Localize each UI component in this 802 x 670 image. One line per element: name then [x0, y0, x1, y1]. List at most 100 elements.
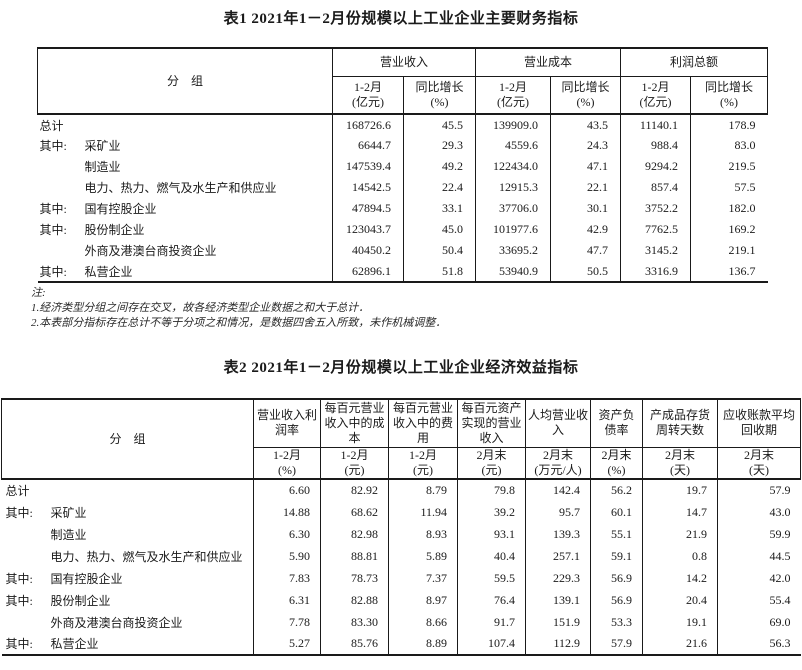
value-cell: 14.88 — [253, 501, 321, 523]
row-label: 其中: 采矿业 — [5, 505, 87, 520]
period-label: 2月末 — [601, 447, 632, 462]
table1-subheader: 1-2月 (亿元) — [620, 75, 692, 115]
table2-col-inventory-turnover: 产成品存货周转天数 — [642, 398, 718, 448]
table-row: 电力、热力、燃气及水生产和供应业 5.90 88.81 5.89 40.4 257.1 59… — [2, 545, 801, 567]
value-cell: 178.9 — [690, 114, 768, 135]
table2-subheader: 1-2月 (%) — [253, 446, 321, 480]
table2-subheader: 1-2月 (元) — [320, 446, 389, 480]
value-cell: 79.8 — [457, 479, 526, 501]
value-cell: 22.4 — [402, 177, 477, 198]
value-cell: 123043.7 — [332, 219, 404, 240]
value-cell: 7762.5 — [620, 219, 692, 240]
table2-col-debt-ratio: 资产负债率 — [590, 398, 643, 448]
value-cell: 8.79 — [388, 479, 458, 501]
table1-subheader: 同比增长 (%) — [690, 75, 769, 115]
unit-label: (元) — [481, 462, 502, 477]
value-cell: 78.73 — [320, 567, 389, 589]
value-cell: 59.1 — [590, 545, 643, 567]
value-cell: 50.4 — [402, 240, 477, 261]
value-cell: 0.8 — [642, 545, 718, 567]
table1-footnotes: 注: 1.经济类型分组之间存在交叉，故各经济类型企业数据之和大于总计． 2.本表… — [31, 286, 771, 331]
value-cell: 139.3 — [525, 523, 591, 545]
value-cell: 60.1 — [590, 501, 643, 523]
row-label: 电力、热力、燃气及水生产和供应业 — [50, 549, 243, 564]
period-label: 2月末 — [743, 447, 774, 462]
table2-subheader: 1-2月 (元) — [388, 446, 458, 480]
table2-col-receivables-period: 应收账款平均回收期 — [717, 398, 801, 448]
table-row: 其中: 股份制企业 6.31 82.88 8.97 76.4 139.1 56.9 20.4 55… — [2, 589, 801, 611]
table-row: 其中: 私营企业 62896.1 51.8 53940.9 50.5 3316.9 136.7 — [38, 261, 768, 282]
unit-label: (%) — [576, 94, 595, 109]
row-label: 其中: 国有控股企业 — [5, 571, 123, 586]
value-cell: 14.7 — [642, 501, 718, 523]
value-cell: 6.60 — [253, 479, 321, 501]
value-cell: 8.97 — [388, 589, 458, 611]
value-cell: 3145.2 — [620, 240, 692, 261]
table1-main-financial-indicators: 分 组 营业收入 营业成本 利润总额 1-2月 (亿元) 同比增长 (%) 1-2月… — [37, 47, 769, 283]
value-cell: 24.3 — [550, 135, 622, 156]
row-label: 其中: 国有控股企业 — [39, 202, 157, 216]
unit-label: (万元/人) — [534, 462, 582, 477]
value-cell: 5.90 — [253, 545, 321, 567]
value-cell: 43.0 — [717, 501, 801, 523]
value-cell: 168726.6 — [332, 114, 404, 135]
row-label: 总计 — [5, 484, 30, 498]
value-cell: 95.7 — [525, 501, 591, 523]
unit-label: (元) — [413, 462, 433, 477]
value-cell: 30.1 — [550, 198, 622, 219]
value-cell: 5.27 — [253, 633, 321, 655]
value-cell: 37706.0 — [475, 198, 552, 219]
value-cell: 14542.5 — [332, 177, 404, 198]
row-label: 其中: 私营企业 — [5, 637, 99, 651]
table1-sub-header-row: 1-2月 (亿元) 同比增长 (%) 1-2月 (亿元) 同比增长 (%) 1-2月 (亿… — [38, 75, 769, 115]
value-cell: 21.6 — [642, 633, 718, 655]
unit-label: (元) — [344, 462, 365, 477]
table-row: 其中: 国有控股企业 7.83 78.73 7.37 59.5 229.3 56.9 14.2 4… — [2, 567, 801, 589]
value-cell: 55.4 — [717, 589, 801, 611]
unit-label: (天) — [749, 462, 769, 477]
footnote-1: 1.经济类型分组之间存在交叉，故各经济类型企业数据之和大于总计． — [31, 302, 370, 314]
value-cell: 57.9 — [590, 633, 643, 655]
value-cell: 4559.6 — [475, 135, 552, 156]
value-cell: 57.9 — [717, 479, 801, 501]
value-cell: 857.4 — [620, 177, 692, 198]
table-row: 其中: 股份制企业 123043.7 45.0 101977.6 42.9 7762.5 16… — [38, 219, 768, 240]
table-row: 制造业 6.30 82.98 8.93 93.1 139.3 55.1 21.9 59.9 — [2, 523, 801, 545]
table2-subheader: 2月末 (元) — [457, 446, 526, 480]
row-label: 电力、热力、燃气及水生产和供应业 — [84, 181, 277, 195]
period-label: 同比增长 — [705, 79, 754, 94]
table-row: 总计 168726.6 45.5 139909.0 43.5 11140.1 178.9 — [38, 114, 768, 135]
footnote-2: 2.本表部分指标存在总计不等于分项之和情况，是数据四舍五入所致，未作机械调整． — [31, 317, 447, 329]
value-cell: 91.7 — [457, 611, 526, 633]
value-cell: 219.5 — [690, 156, 768, 177]
unit-label: (%) — [430, 94, 449, 109]
unit-label: (亿元) — [639, 94, 672, 109]
row-prefix: 其中: — [5, 593, 33, 608]
table2-sub-header-row: 1-2月 (%) 1-2月 (元) 1-2月 (元) 2月末 (元) 2月末 (万元/人)… — [2, 446, 801, 480]
table2-group-header-row: 分 组 营业收入利润率 每百元营业收入中的成本 每百元营业收入中的费用 每百元资… — [1, 398, 801, 480]
table1-subheader: 同比增长 (%) — [402, 75, 477, 115]
table1-body: 总计 168726.6 45.5 139909.0 43.5 11140.1 178.9 其中… — [38, 114, 768, 282]
value-cell: 12915.3 — [475, 177, 552, 198]
value-cell: 136.7 — [690, 261, 768, 282]
unit-label: (%) — [720, 94, 739, 109]
value-cell: 7.78 — [253, 611, 321, 633]
table2-body: 总计 6.60 82.92 8.79 79.8 142.4 56.2 19.7 57.9 其中: 采… — [2, 479, 801, 655]
row-prefix: 其中: — [39, 264, 67, 279]
value-cell: 182.0 — [690, 198, 768, 219]
value-cell: 3752.2 — [620, 198, 692, 219]
value-cell: 47.1 — [550, 156, 622, 177]
value-cell: 8.89 — [388, 633, 458, 655]
value-cell: 56.2 — [590, 479, 643, 501]
value-cell: 59.5 — [457, 567, 526, 589]
table1-subheader: 1-2月 (亿元) — [332, 75, 404, 115]
row-label: 制造业 — [50, 527, 87, 542]
value-cell: 42.0 — [717, 567, 801, 589]
table1-title: 表1 2021年1－2月份规模以上工业企业主要财务指标 — [223, 11, 579, 27]
value-cell: 22.1 — [550, 177, 622, 198]
period-label: 2月末 — [542, 447, 573, 462]
value-cell: 39.2 — [457, 501, 526, 523]
unit-label: (天) — [670, 462, 690, 477]
table1-subheader: 1-2月 (亿元) — [475, 75, 552, 115]
